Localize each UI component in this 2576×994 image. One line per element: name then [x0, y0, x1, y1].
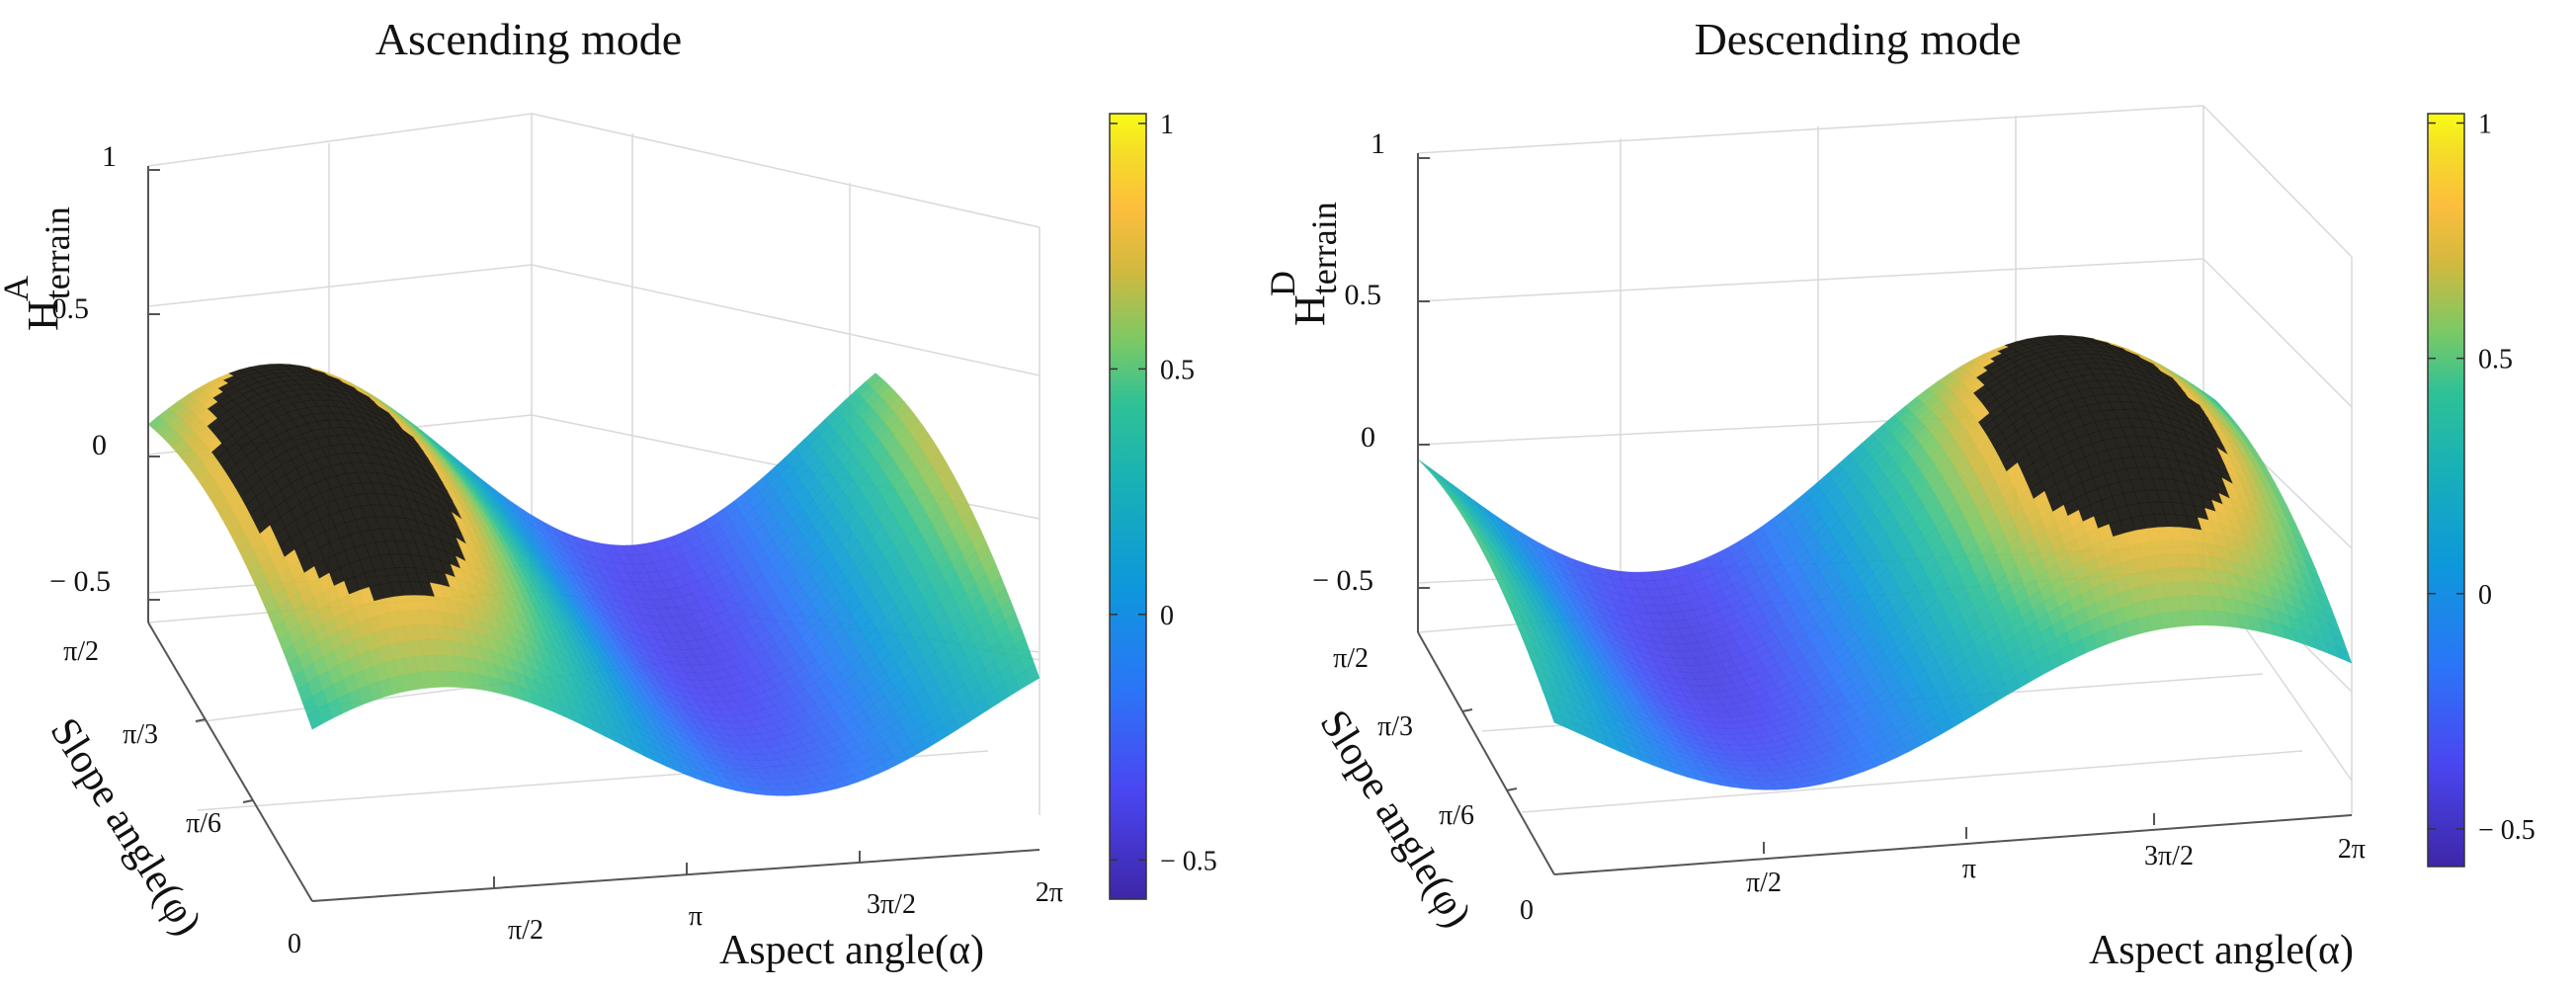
colorbar-tick-label: 0.5 [1160, 355, 1195, 385]
colorbar-tick-label: 0 [1160, 601, 1174, 631]
ascending-panel: Ascending mode [0, 14, 1217, 973]
x-tick-label: π/2 [508, 915, 543, 946]
colorbar-tick-label: 0 [2478, 580, 2492, 611]
z-tick-label: 0 [92, 429, 107, 461]
x-tick-label: π [689, 901, 703, 932]
x-axis-label: Aspect angle(α) [719, 928, 984, 973]
z-axis: 1 0.5 0 − 0.5 [1312, 127, 1430, 597]
z-axis: 1 0.5 0 − 0.5 [49, 140, 160, 601]
x-tick-label: π/2 [1746, 868, 1782, 898]
y-tick-label: π/6 [1439, 800, 1474, 831]
colorbar-1: − 0.5 0 0.5 1 [2427, 110, 2535, 868]
y-tick-label: π/2 [63, 636, 99, 667]
z-axis-label: Hterrain A [0, 207, 77, 331]
y-axis: π/2 π/3 π/6 Slope angle(φ) [1311, 643, 1518, 936]
z-label-sub: terrain [1304, 202, 1344, 294]
y-tick-label: π/6 [186, 808, 221, 839]
z-label-sup: A [0, 276, 36, 301]
chart-title: Ascending mode [375, 14, 682, 64]
z-tick-label: 1 [1371, 127, 1385, 160]
x-tick-label: 3π/2 [2144, 841, 2194, 871]
z-tick-label: 0.5 [1345, 279, 1382, 311]
chart-title: Descending mode [1695, 14, 2022, 64]
x-tick-label: 2π [2338, 834, 2366, 865]
surface-0 [147, 363, 1040, 796]
x-tick-label: π [1962, 854, 1976, 884]
colorbar-tick-label: 0.5 [2478, 345, 2513, 375]
z-tick-label: − 0.5 [1312, 564, 1373, 597]
z-tick-label: 1 [102, 140, 117, 173]
x-axis-label: Aspect angle(α) [2089, 928, 2354, 973]
z-tick-label: − 0.5 [49, 565, 111, 598]
z-axis-label: Hterrain D [1263, 202, 1344, 326]
x-tick-label: 0 [288, 929, 301, 959]
colorbar-0: − 0.5 0 0.5 1 [1109, 110, 1217, 900]
z-label-sup: D [1263, 271, 1302, 296]
descending-panel: Descending mode [1263, 14, 2535, 973]
colorbar-fill [1109, 113, 1147, 900]
x-axis: 0 π/2 π 3π/2 2π Aspect angle(α) [1520, 813, 2366, 973]
surface-cell [2336, 646, 2353, 664]
colorbar-tick-label: − 0.5 [2478, 815, 2535, 846]
y-axis: π/2 π/3 π/6 Slope angle(φ) [42, 636, 254, 944]
z-tick-label: 0 [1361, 421, 1375, 454]
x-tick-label: 2π [1036, 877, 1063, 908]
colorbar-tick-label: 1 [2478, 110, 2492, 140]
z-label-main: H [19, 299, 67, 331]
y-tick-label: π/3 [123, 719, 158, 750]
colorbar-fill [2427, 113, 2465, 868]
z-tick-label: 0.5 [52, 292, 90, 325]
z-label-main: H [1286, 294, 1334, 326]
x-tick-label: 0 [1520, 895, 1534, 926]
y-tick-label: π/3 [1377, 711, 1413, 742]
colorbar-tick-label: 1 [1160, 110, 1174, 140]
z-label-sub: terrain [38, 207, 77, 299]
colorbar-tick-label: − 0.5 [1160, 846, 1217, 876]
x-axis: 0 π/2 π 3π/2 2π Aspect angle(α) [288, 851, 1063, 973]
surface-1 [1417, 334, 2353, 790]
axis-lines [1417, 153, 2353, 875]
x-tick-label: 3π/2 [867, 889, 916, 920]
axis-lines [147, 166, 1040, 902]
y-tick-label: π/2 [1333, 643, 1369, 674]
surface-cell [1024, 664, 1040, 685]
